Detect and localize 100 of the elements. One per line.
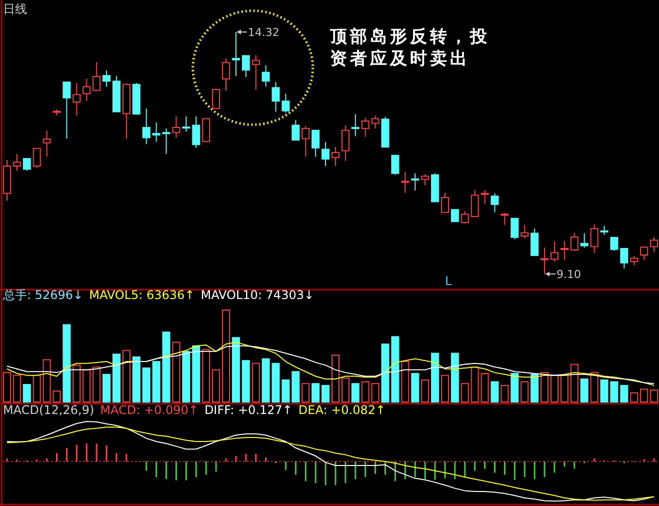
candlestick <box>12 153 21 172</box>
bar <box>92 366 101 402</box>
candlestick <box>192 116 200 148</box>
bar <box>132 356 140 402</box>
bar <box>341 378 350 402</box>
candlestick <box>162 128 170 154</box>
candlestick <box>550 241 558 262</box>
candlestick <box>42 130 51 158</box>
bar <box>142 367 150 402</box>
candlestick <box>630 255 638 266</box>
bar <box>530 374 539 402</box>
candlestick <box>212 88 220 109</box>
candlestick <box>610 236 618 252</box>
bar <box>102 374 111 402</box>
candlestick <box>361 117 370 138</box>
bar <box>490 381 499 402</box>
bar <box>510 372 519 402</box>
bar <box>322 384 330 402</box>
candlestick <box>590 224 598 254</box>
bar <box>650 390 658 402</box>
bar <box>212 369 220 402</box>
candlestick <box>262 64 270 88</box>
candlestick <box>232 32 240 77</box>
candlestick <box>172 116 180 138</box>
candlestick <box>182 116 190 132</box>
bar <box>122 350 130 402</box>
bar <box>312 383 320 402</box>
candlestick <box>600 225 608 236</box>
bar <box>222 310 230 402</box>
bar <box>232 337 240 402</box>
bar <box>440 374 449 402</box>
candlestick <box>440 192 449 213</box>
bar <box>421 379 430 402</box>
bar <box>450 352 459 402</box>
candlestick <box>450 209 459 222</box>
bar <box>62 324 71 402</box>
text: 总手: 52696↓ <box>2 288 84 302</box>
candlestick <box>460 210 469 224</box>
text: MAVOL5: 63636↑ <box>89 288 195 302</box>
bar <box>42 359 51 402</box>
candlestick <box>411 172 420 192</box>
candlestick <box>312 130 320 158</box>
bar <box>72 364 81 402</box>
bar <box>500 384 509 402</box>
candlestick <box>520 224 529 239</box>
bar <box>331 354 340 402</box>
bar <box>12 374 21 402</box>
bar <box>292 371 300 402</box>
bar <box>640 388 648 402</box>
candlestick <box>222 58 230 92</box>
candlestick <box>401 172 410 194</box>
bar <box>590 372 598 402</box>
bar <box>520 381 529 402</box>
candlestick <box>570 232 578 252</box>
candlestick <box>480 190 489 204</box>
bar <box>112 354 120 402</box>
bar <box>262 358 270 402</box>
candlestick <box>252 54 260 90</box>
candlestick <box>351 114 360 137</box>
candlestick <box>530 228 539 256</box>
bar <box>172 342 180 402</box>
bar <box>580 378 588 402</box>
candlestick <box>202 118 210 142</box>
candlestick <box>580 232 588 248</box>
candlestick <box>22 158 31 172</box>
bar <box>302 383 310 402</box>
candlestick <box>302 126 310 158</box>
candlestick <box>640 246 648 261</box>
candlestick <box>371 114 380 129</box>
bar <box>192 345 200 402</box>
candlestick <box>82 78 91 102</box>
bar <box>82 369 91 402</box>
text: L <box>444 274 452 288</box>
candlestick <box>32 148 41 168</box>
candlestick <box>142 108 150 145</box>
candlestick <box>560 240 568 261</box>
candlestick <box>322 141 330 166</box>
candlestick <box>102 70 111 88</box>
bar <box>411 372 420 402</box>
bar <box>560 374 568 402</box>
candlestick <box>72 82 81 116</box>
bar <box>371 383 380 402</box>
bar <box>252 362 260 402</box>
bar <box>620 384 628 402</box>
candlestick <box>292 120 300 141</box>
candlestick <box>331 146 340 166</box>
candlestick <box>470 190 479 218</box>
bar <box>550 374 558 402</box>
bar <box>152 361 160 402</box>
bar <box>182 350 190 402</box>
bar <box>470 366 479 402</box>
candlestick <box>391 154 400 176</box>
series-label: DIFF: +0.127↑ <box>204 403 292 417</box>
bar <box>401 361 410 402</box>
annotation: 9.10 <box>556 268 582 281</box>
candlestick <box>490 192 499 213</box>
candlestick <box>92 62 101 91</box>
candlestick <box>421 174 430 186</box>
candlestick <box>540 247 549 274</box>
chart-title: 日线 <box>3 2 27 16</box>
